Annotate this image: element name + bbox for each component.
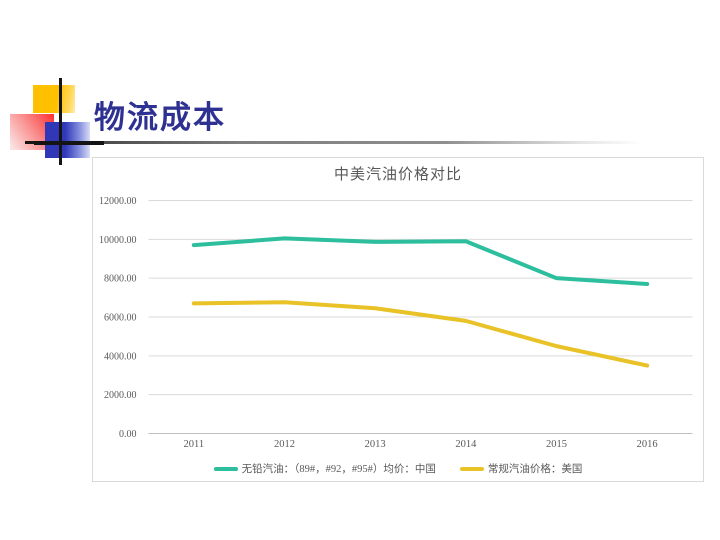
y-axis-tick-label: 2000.00 (104, 390, 137, 401)
y-axis-tick-label: 12000.00 (99, 196, 137, 207)
slide-title: 物流成本 (94, 100, 226, 135)
x-axis-tick-label: 2011 (184, 439, 205, 450)
decoration-yellow-square (33, 85, 75, 113)
x-axis-tick-label: 2015 (546, 439, 567, 450)
chart-title: 中美汽油价格对比 (333, 167, 462, 183)
legend-label: 无铅汽油：（89#，#92，#95#）均价：中国 (241, 464, 436, 475)
y-axis-tick-label: 8000.00 (104, 274, 137, 285)
legend-label: 常规汽油价格：美国 (487, 464, 583, 475)
line-chart: 0.00 2000.00 4000.00 6000.00 8000.00 10000.00… (99, 196, 693, 450)
x-axis-tick-label: 2013 (365, 439, 386, 450)
legend-item: 无铅汽油：（89#，#92，#95#）均价：中国 (213, 461, 436, 476)
y-axis-tick-label: 6000.00 (104, 313, 137, 324)
title-underline (25, 141, 643, 144)
series-line (191, 236, 650, 286)
decoration-blue-square (45, 122, 90, 158)
x-axis-tick-label: 2016 (637, 439, 658, 450)
y-axis-tick-label: 10000.00 (99, 235, 137, 246)
legend-swatch (459, 466, 484, 471)
x-axis-tick-label: 2012 (274, 439, 295, 450)
legend-swatch (213, 466, 238, 471)
x-axis-tick-label: 2014 (455, 439, 477, 450)
y-axis-tick-label: 0.00 (119, 429, 137, 440)
legend-item: 常规汽油价格：美国 (459, 461, 583, 476)
decoration-vertical-line (59, 78, 62, 165)
series-line (191, 300, 650, 368)
y-axis-tick-label: 4000.00 (104, 351, 137, 362)
chart-legend: 无铅汽油：（89#，#92，#95#）均价：中国 常规汽油价格：美国 (93, 461, 703, 476)
decoration-horizontal-line (34, 141, 104, 145)
chart-area: 中美汽油价格对比 0.00 2000.00 4000.00 6000.00 8000.0… (92, 157, 704, 482)
